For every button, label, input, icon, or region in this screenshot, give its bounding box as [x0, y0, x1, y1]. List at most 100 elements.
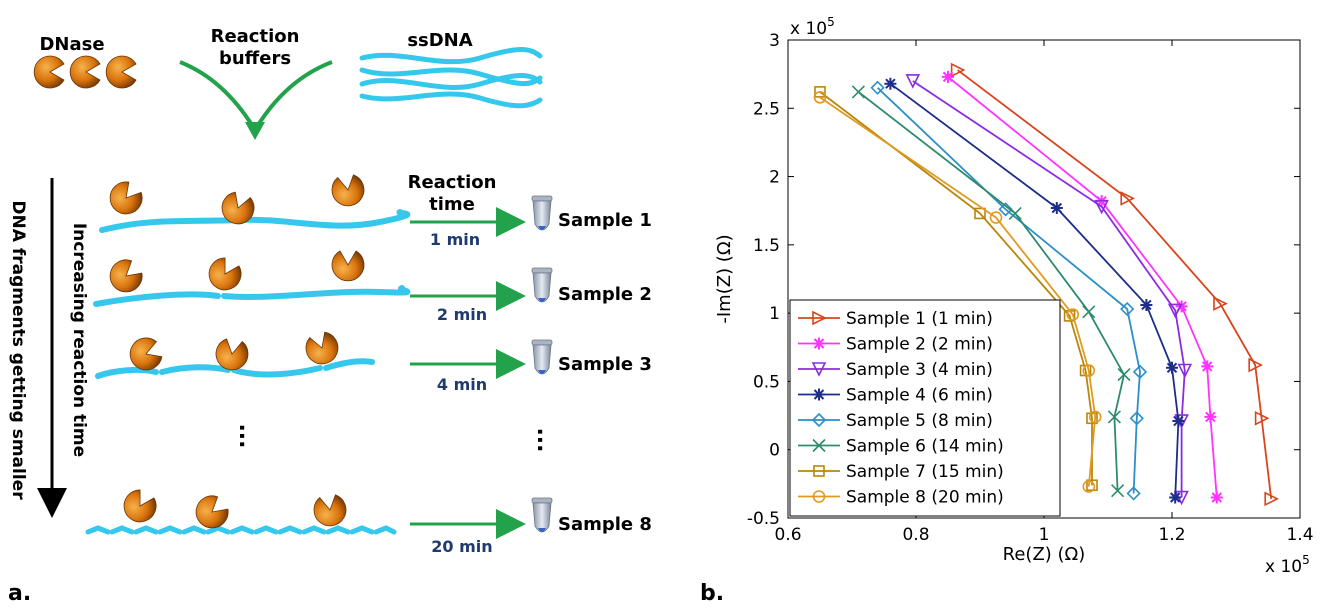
series-8: [813, 91, 1102, 493]
reaction-time-line1: Reaction: [408, 172, 497, 193]
reaction-time-line2: time: [429, 194, 475, 215]
data-point: [1248, 357, 1263, 373]
dna-strand-row1: [99, 209, 411, 233]
legend-entry: Sample 5 (8 min): [798, 411, 993, 431]
data-point: [1132, 364, 1148, 380]
dnase-enzyme-icons: [33, 55, 137, 89]
legend-entry: Sample 6 (14 min): [798, 437, 1004, 457]
row-1: 1 min Sample 1: [410, 195, 652, 249]
panel-a: DNase Reaction buffers ssDNA Increasing …: [8, 26, 652, 606]
merge-arrow: [179, 60, 333, 134]
data-point: [870, 80, 885, 95]
ellipsis-right: ...: [532, 427, 557, 452]
data-point: [1140, 298, 1153, 311]
y-tick-label: 2.5: [753, 99, 780, 119]
series-line: [889, 82, 1180, 498]
y-tick-label: -0.5: [747, 509, 780, 529]
data-point: [1166, 361, 1178, 374]
y-tick-label: 1: [769, 304, 780, 324]
y-tick-label: 0: [769, 441, 780, 461]
legend-marker: [811, 412, 827, 428]
data-point: [1082, 480, 1096, 493]
y-tick-label: 2: [769, 168, 780, 188]
dna-strand-row8: [85, 525, 397, 535]
legend-label: Sample 8 (20 min): [846, 488, 1004, 508]
y-axis-label: -Im(Z) (Ω): [714, 234, 735, 323]
y-tick-label: 0.5: [753, 372, 780, 392]
data-point: [1264, 491, 1279, 507]
data-point: [1111, 484, 1125, 498]
legend-marker: [813, 465, 825, 477]
dna-strand-row3: [95, 358, 375, 379]
data-point: [1177, 363, 1193, 379]
legend-entry: Sample 2 (2 min): [798, 335, 993, 355]
data-point: [950, 62, 966, 78]
data-point: [884, 77, 897, 90]
legend-marker: [811, 362, 827, 377]
x-axis-label: Re(Z) (Ω): [1003, 544, 1086, 565]
y-multiplier: x 105: [790, 15, 835, 39]
data-point: [974, 207, 986, 220]
vertical-label-line2: DNA fragments getting smaller: [8, 200, 28, 500]
legend-marker: [813, 337, 825, 350]
data-point: [1201, 360, 1214, 373]
data-point: [1107, 410, 1121, 424]
data-point: [1008, 206, 1022, 221]
data-point: [1120, 191, 1135, 206]
data-point: [1126, 486, 1141, 501]
buffers-label-line1: Reaction: [211, 26, 300, 47]
x-tick-label: 1.2: [1158, 525, 1185, 545]
time-label-3: 4 min: [437, 375, 487, 394]
time-label-1: 1 min: [430, 230, 480, 249]
panel-a-diagram: DNase Reaction buffers ssDNA Increasing …: [8, 26, 652, 606]
x-tick-label: 1.4: [1286, 525, 1313, 545]
series-line: [819, 96, 1097, 487]
legend-label: Sample 5 (8 min): [846, 411, 993, 431]
buffers-label-line2: buffers: [219, 48, 291, 69]
vertical-label-line1: Increasing reaction time: [69, 223, 89, 457]
data-point: [1254, 411, 1270, 426]
dnase-label: DNase: [39, 34, 104, 55]
x-multiplier: x 105: [1265, 553, 1310, 577]
series-line: [819, 91, 1093, 486]
data-point: [1169, 491, 1182, 504]
series-line: [912, 80, 1186, 498]
ellipsis-left: ...: [234, 423, 259, 448]
data-point: [851, 85, 865, 99]
data-point: [1094, 199, 1109, 215]
legend-label: Sample 6 (14 min): [846, 437, 1004, 457]
x-axis-ticks: 0.6 0.8 1 1.2 1.4: [774, 40, 1314, 545]
data-point: [1082, 364, 1096, 377]
legend-label: Sample 7 (15 min): [846, 462, 1004, 482]
legend-entry: Sample 4 (6 min): [798, 386, 993, 406]
data-point: [1050, 201, 1063, 214]
data-point: [1082, 305, 1096, 319]
sample-label-2: Sample 2: [558, 284, 652, 305]
ssdna-label: ssDNA: [407, 30, 472, 51]
y-tick-label: 1.5: [753, 236, 780, 256]
panel-a-label: a.: [8, 581, 31, 606]
dna-strand-row2: [93, 285, 411, 307]
series-4: [884, 77, 1185, 504]
x-tick-label: 1: [1039, 525, 1050, 545]
series-3: [905, 74, 1193, 506]
legend-marker: [812, 310, 827, 326]
data-point: [814, 86, 826, 98]
legend-label: Sample 1 (1 min): [846, 309, 993, 329]
data-point: [1117, 368, 1131, 382]
data-point: [1120, 301, 1135, 317]
data-point: [1175, 300, 1188, 313]
series-1: [950, 62, 1279, 507]
legend-entry: Sample 7 (15 min): [798, 462, 1004, 482]
panel-b-label: b.: [700, 581, 724, 606]
series-layer: [813, 62, 1279, 507]
series-line: [947, 76, 1218, 498]
data-point: [1088, 410, 1102, 424]
data-point: [1129, 411, 1144, 426]
data-point: [942, 70, 954, 83]
legend-label: Sample 2 (2 min): [846, 335, 993, 355]
sample-label-8: Sample 8: [558, 514, 652, 535]
legend: Sample 1 (1 min) Sample 2 (2 min) Sample 3…: [789, 299, 1061, 517]
series-line: [857, 91, 1125, 491]
ssdna-strands: [359, 47, 543, 109]
